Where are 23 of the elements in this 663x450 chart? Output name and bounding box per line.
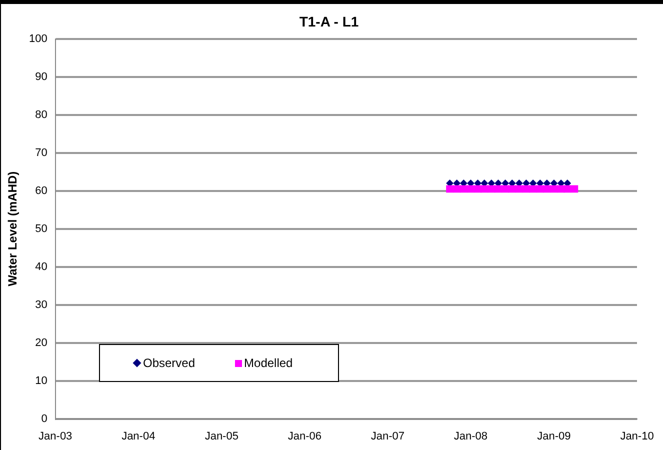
y-tick-label: 80 <box>35 108 48 121</box>
y-tick-label: 60 <box>35 184 48 197</box>
x-tick-label: Jan-08 <box>454 430 488 442</box>
x-tick-label: Jan-06 <box>288 430 322 442</box>
legend-label: Modelled <box>243 356 293 370</box>
y-tick-label: 30 <box>35 298 48 311</box>
y-tick-label: 10 <box>35 374 48 387</box>
y-tick-label: 90 <box>35 70 48 83</box>
y-tick-label: 40 <box>35 260 48 273</box>
y-tick-label: 100 <box>28 32 48 45</box>
x-tick-label: Jan-09 <box>537 430 571 442</box>
y-tick-label: 70 <box>35 146 48 159</box>
x-tick-label: Jan-05 <box>204 430 238 442</box>
chart-title: T1-A - L1 <box>299 13 359 30</box>
x-tick-label: Jan-04 <box>122 430 156 442</box>
x-tick-label: Jan-07 <box>370 430 405 442</box>
y-tick-label: 50 <box>35 222 48 235</box>
y-axis-title: Water Level (mAHD) <box>5 171 20 286</box>
y-tick-label: 20 <box>35 336 48 349</box>
legend-label: Observed <box>142 356 196 370</box>
x-tick-label: Jan-03 <box>38 430 72 442</box>
y-tick-label: 0 <box>41 412 48 425</box>
x-tick-label: Jan-10 <box>620 430 654 442</box>
